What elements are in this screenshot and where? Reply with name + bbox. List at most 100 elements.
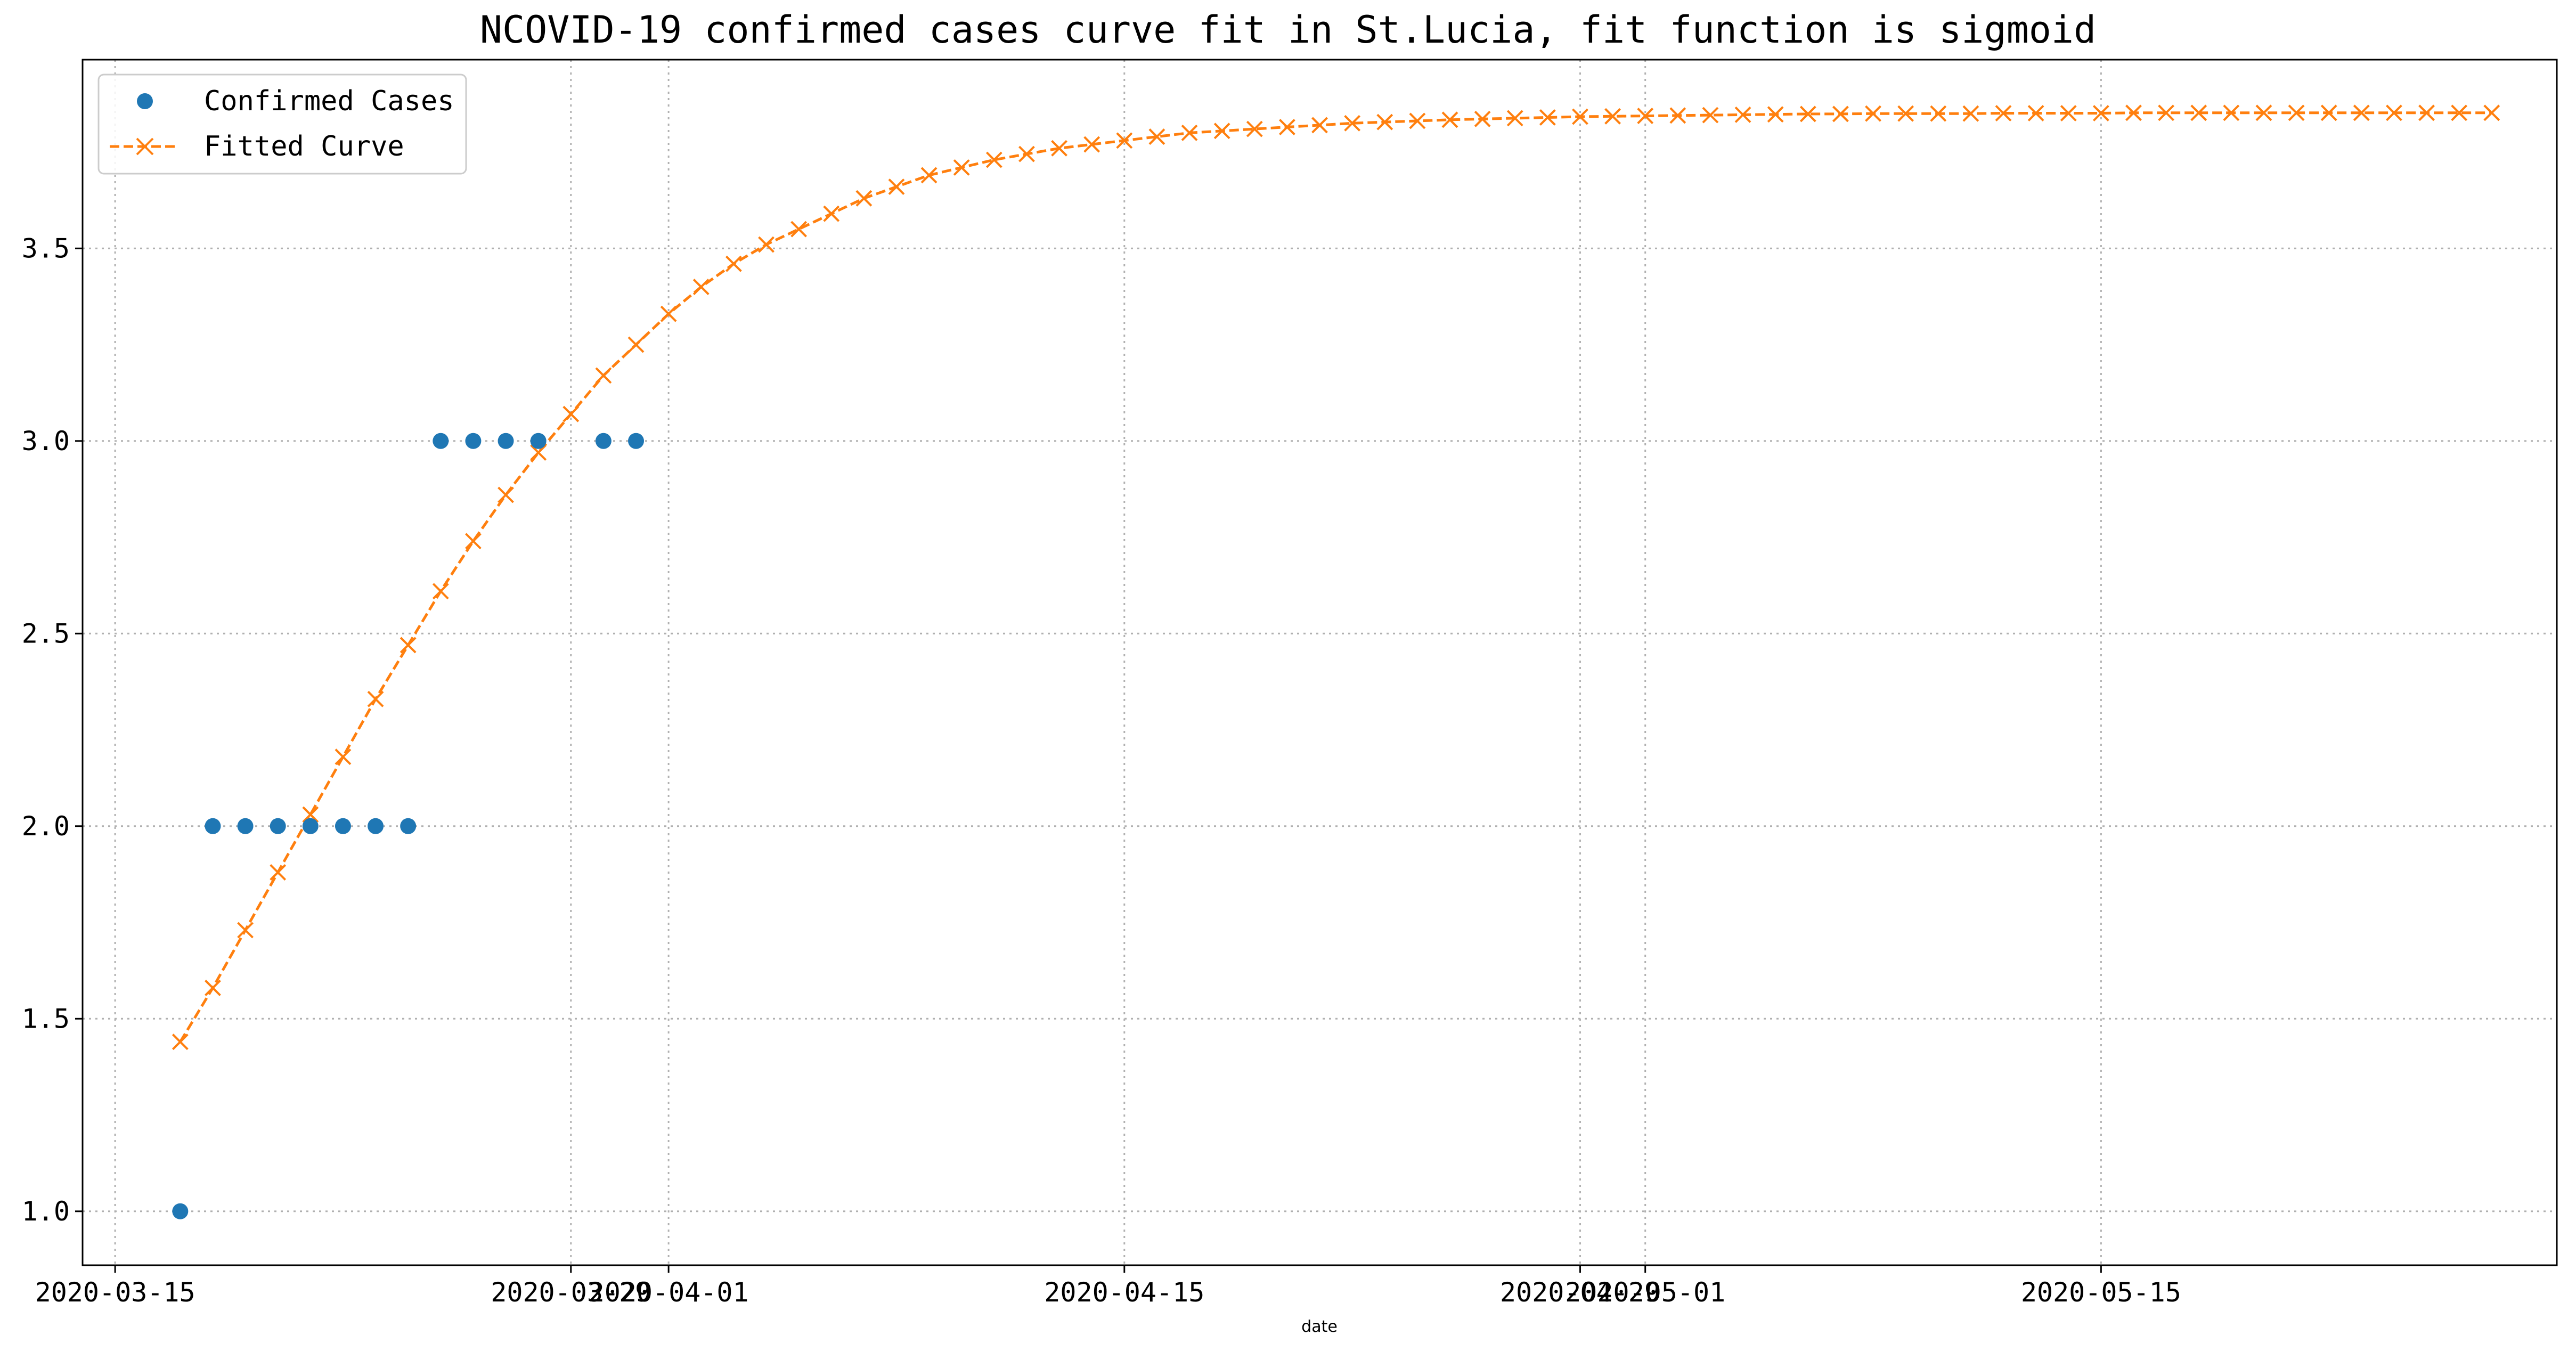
fitted-curve-point [1799, 105, 1816, 123]
fitted-curve-point [1051, 140, 1067, 157]
confirmed-case-point [302, 818, 319, 834]
x-tick-label: 2020-03-15 [35, 1277, 195, 1308]
fitted-curve-point [2190, 104, 2207, 121]
fitted-curve-point [1344, 115, 1361, 132]
y-axis-ticks: 1.0 1.5 2.0 2.5 3.0 3.5 [22, 233, 83, 1227]
x-tick-label: 2020-05-01 [1565, 1277, 1725, 1308]
fitted-curve-point [1278, 119, 1295, 135]
fitted-curve-point [1083, 136, 1100, 153]
x-tick-label: 2020-04-15 [1044, 1277, 1204, 1308]
fitted-curve-point [498, 486, 514, 503]
chart-title: NCOVID-19 confirmed cases curve fit in S… [480, 8, 2096, 52]
confirmed-case-point [205, 818, 221, 834]
fitted-curve-point [725, 255, 742, 272]
fitted-curve-point [465, 533, 482, 550]
grid-lines [83, 60, 2557, 1265]
fitted-curve-point [270, 864, 287, 881]
fitted-curve-point [660, 305, 677, 322]
y-tick-label: 2.0 [22, 811, 70, 842]
fitted-curve-point [953, 159, 970, 176]
fitted-curve-point [2385, 104, 2402, 121]
fitted-curve-point [1148, 128, 1165, 145]
fitted-curve-point [432, 583, 449, 600]
fitted-curve-point [888, 178, 905, 196]
fitted-curve-point [1930, 105, 1947, 122]
confirmed-case-point [465, 433, 482, 449]
fitted-curve-point [400, 637, 417, 654]
y-tick-label: 3.5 [22, 233, 70, 264]
fitted-curve-point [1246, 120, 1263, 137]
fitted-curve-point [855, 190, 873, 207]
confirmed-case-point [498, 433, 514, 449]
x-tick-label: 2020-03-29 [491, 1277, 651, 1308]
y-tick-label: 3.0 [22, 426, 70, 457]
fitted-curve-point [2158, 104, 2174, 121]
fitted-curve-point [2353, 104, 2370, 121]
fitted-curve-point [1897, 105, 1914, 122]
fitted-curve-point [2288, 104, 2305, 121]
confirmed-case-point [172, 1203, 189, 1219]
fitted-curve-point [1962, 105, 1979, 122]
fitted-curve-point [823, 205, 840, 222]
legend-marker-confirmed-cases [137, 93, 153, 109]
fitted-curve-point [1702, 107, 1719, 124]
fitted-curve-point [302, 806, 319, 823]
fitted-curve-point [627, 336, 645, 353]
fitted-curve-point [2223, 104, 2240, 121]
confirmed-case-point [270, 818, 286, 834]
fitted-curve-point [2092, 105, 2109, 121]
confirmed-case-point [400, 818, 417, 834]
fitted-curve-point [237, 922, 254, 939]
fitted-curve-point [367, 690, 384, 707]
fitted-curve-point [790, 221, 808, 238]
fitted-curve-point [1604, 108, 1621, 125]
confirmed-case-point [237, 818, 254, 834]
fitted-curve-point [205, 980, 221, 996]
confirmed-case-markers [172, 433, 645, 1219]
fitted-curve-point [1311, 117, 1328, 134]
x-tick-label: 2020-04-29 [1500, 1277, 1660, 1308]
fitted-curve-markers [172, 104, 2500, 1051]
x-tick-label: 2020-05-15 [2021, 1277, 2181, 1308]
fitted-curve-point [2027, 105, 2044, 121]
confirmed-case-point [368, 818, 384, 834]
fitted-curve-point [2483, 104, 2500, 121]
fitted-curve-point [172, 1033, 189, 1051]
fitted-curve-point [1116, 132, 1133, 149]
fitted-curve-point [1995, 105, 2012, 121]
fitted-curve-point [758, 236, 775, 253]
legend-box [97, 74, 467, 175]
fitted-curve-point [1539, 109, 1556, 126]
legend: Confirmed Cases Fitted Curve [97, 74, 467, 175]
fitted-curve-point [1767, 106, 1784, 123]
fitted-curve-point [2125, 104, 2142, 121]
fitted-curve-point [1637, 108, 1654, 124]
fitted-curve-point [1832, 105, 1849, 123]
fitted-curve-point [335, 748, 352, 766]
confirmed-case-point [628, 433, 645, 449]
fitted-curve-path [179, 111, 2492, 1043]
legend-label-confirmed-cases: Confirmed Cases [204, 85, 454, 117]
fitted-curve-point [1409, 112, 1426, 129]
fitted-curve-point [1441, 111, 1458, 128]
confirmed-case-point [335, 818, 351, 834]
y-tick-label: 2.5 [22, 618, 70, 649]
fitted-curve-point [1572, 108, 1588, 125]
fitted-curve-point [1213, 123, 1230, 140]
fitted-curve-point [985, 151, 1002, 168]
x-tick-label: 2020-04-01 [589, 1277, 749, 1308]
fitted-curve-point [2418, 104, 2435, 121]
fitted-curve-point [563, 405, 580, 422]
confirmed-case-point [530, 433, 547, 449]
legend-label-fitted-curve: Fitted Curve [204, 131, 404, 162]
plot-area-frame [81, 59, 2558, 1266]
fitted-curve-point [1669, 107, 1686, 124]
fitted-curve-point [1181, 124, 1198, 141]
fitted-curve-point [2255, 104, 2272, 121]
fitted-curve-point [1506, 110, 1523, 127]
fitted-curve-point [1734, 106, 1751, 123]
fitted-curve-point [1018, 145, 1035, 162]
legend-marker-fitted-curve [136, 137, 154, 156]
